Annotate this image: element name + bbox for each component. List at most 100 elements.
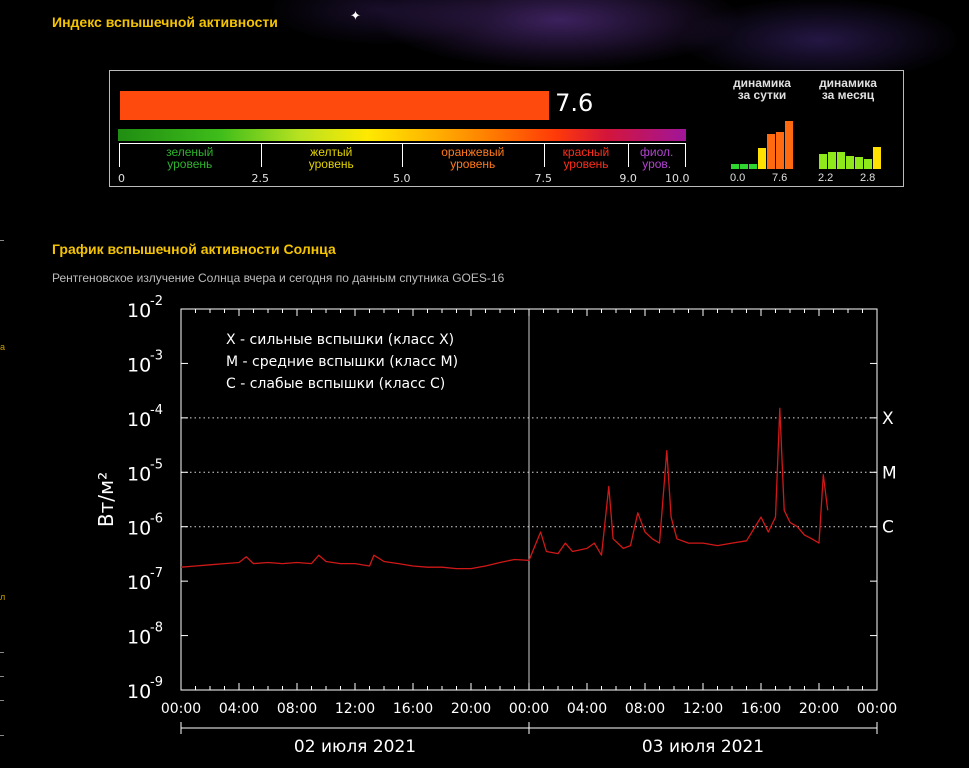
scale-tick	[119, 143, 120, 167]
legend-entry: X - сильные вспышки (класс X)	[226, 332, 454, 348]
x-tick-label: 08:00	[625, 701, 665, 717]
scale-label: 9.0	[619, 172, 637, 185]
dynamics-bar	[758, 148, 766, 169]
x-tick-label: 20:00	[451, 701, 491, 717]
monthly-title-line2: за месяц	[821, 88, 875, 102]
dynamics-bar	[846, 155, 854, 169]
dynamics-bar	[873, 147, 881, 169]
daily-dynamics-title: динамика за сутки	[722, 77, 802, 101]
flux-series-line	[180, 407, 829, 570]
daily-title-line2: за сутки	[737, 88, 787, 102]
zone-label: уровень	[563, 157, 609, 171]
scale-tick	[260, 143, 262, 167]
zone-label: красный	[562, 145, 610, 159]
dynamics-bar	[767, 134, 775, 169]
y-tick-exponent: -4	[150, 403, 163, 418]
y-axis-label: Вт/м²	[94, 472, 118, 527]
flare-index-panel: 7.6 0 2.5 5.0 7.5 9.0 10.0 зеленый уровень желты…	[109, 70, 904, 187]
y-tick-exponent: -9	[150, 675, 163, 690]
dynamics-bar	[837, 152, 845, 169]
dynamics-bar	[740, 164, 748, 169]
dynamics-bar	[855, 157, 863, 169]
dynamics-bar	[776, 131, 784, 169]
legend-entry: C - слабые вспышки (класс C)	[226, 376, 445, 392]
daily-min-label: 0.0	[730, 172, 746, 184]
y-tick-label: 10	[127, 681, 151, 703]
x-tick-label: 00:00	[857, 701, 897, 717]
scale-tick	[402, 143, 403, 167]
x-tick-label: 00:00	[509, 701, 549, 717]
scale-tick	[628, 143, 630, 167]
star-icon: ✦	[350, 8, 361, 23]
legend-entry: M - средние вспышки (класс M)	[226, 354, 458, 370]
y-tick-label: 10	[127, 518, 151, 540]
dynamics-bar	[864, 159, 872, 169]
zone-label: фиол.	[640, 145, 674, 159]
x-tick-label: 04:00	[567, 701, 607, 717]
monthly-min-label: 2.2	[818, 172, 834, 184]
x-tick-label: 12:00	[335, 701, 375, 717]
dynamics-bar	[819, 154, 827, 169]
monthly-dynamics-title: динамика за месяц	[808, 77, 888, 101]
x-tick-label: 08:00	[277, 701, 317, 717]
daily-title-line1: динамика	[733, 76, 791, 90]
level-zone: оранжевый уровень	[402, 146, 544, 170]
index-title: Индекс вспышечной активности	[52, 14, 278, 30]
zone-label: уровень	[450, 157, 496, 171]
dynamics-bar	[828, 152, 836, 169]
x-tick-label: 16:00	[741, 701, 781, 717]
y-tick-exponent: -6	[150, 512, 163, 527]
index-bar	[120, 91, 550, 120]
chart-subtitle: Рентгеновское излучение Солнца вчера и с…	[52, 271, 505, 285]
y-tick-exponent: -7	[150, 566, 163, 581]
monthly-max-label: 2.8	[860, 172, 876, 184]
x-tick-label: 20:00	[799, 701, 839, 717]
scale-label: 5.0	[393, 172, 411, 185]
dynamics-bar	[749, 164, 757, 169]
y-tick-exponent: -8	[150, 621, 163, 636]
scale-label: 10.0	[665, 172, 690, 185]
x-tick-label: 12:00	[683, 701, 723, 717]
scale-label: 0	[118, 172, 125, 185]
scale-label: 7.5	[534, 172, 553, 185]
y-tick-label: 10	[127, 409, 151, 431]
level-zone: красный уровень	[544, 146, 629, 170]
monthly-title-line1: динамика	[819, 76, 877, 90]
y-tick-label: 10	[127, 463, 151, 485]
day-label: 03 июля 2021	[642, 737, 764, 757]
zone-label: зеленый	[166, 145, 214, 159]
level-gradient	[118, 129, 686, 141]
scale-label: 2.5	[251, 172, 270, 185]
chart-title: График вспышечной активности Солнца	[52, 241, 336, 257]
class-label: M	[882, 463, 897, 483]
zone-label: уровень	[308, 157, 354, 171]
y-tick-label: 10	[127, 354, 151, 376]
zone-label: уров.	[642, 157, 672, 171]
class-label: C	[882, 518, 894, 538]
x-tick-label: 00:00	[161, 701, 201, 717]
scale-tick	[543, 143, 545, 167]
left-edge-markers: а л	[0, 0, 6, 768]
y-tick-exponent: -5	[150, 457, 163, 472]
level-zone: фиол. уров.	[628, 146, 685, 170]
zone-label: уровень	[167, 157, 213, 171]
day-label: 02 июля 2021	[294, 737, 416, 757]
zone-label: желтый	[310, 145, 353, 159]
x-tick-label: 16:00	[393, 701, 433, 717]
y-tick-exponent: -3	[150, 348, 163, 363]
zone-label: оранжевый	[441, 145, 505, 159]
x-tick-label: 04:00	[219, 701, 259, 717]
scale-tick	[685, 143, 686, 167]
level-zone: зеленый уровень	[119, 146, 261, 170]
level-zone: желтый уровень	[261, 146, 403, 170]
class-label: X	[882, 409, 894, 429]
y-tick-label: 10	[127, 300, 151, 322]
daily-max-label: 7.6	[772, 172, 788, 184]
dynamics-bar	[785, 120, 793, 169]
y-tick-label: 10	[127, 627, 151, 649]
y-tick-exponent: -2	[150, 294, 163, 309]
index-value: 7.6	[555, 89, 594, 117]
y-tick-label: 10	[127, 572, 151, 594]
dynamics-bar	[731, 164, 739, 169]
